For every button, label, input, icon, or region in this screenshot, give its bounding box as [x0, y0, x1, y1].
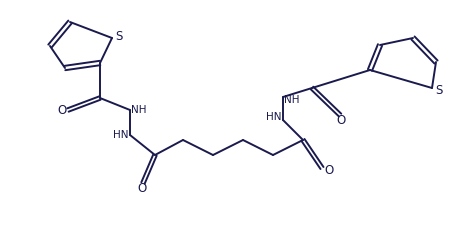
Text: S: S [435, 83, 443, 96]
Text: O: O [336, 114, 346, 127]
Text: HN: HN [266, 112, 282, 122]
Text: S: S [115, 30, 123, 42]
Text: O: O [324, 164, 334, 177]
Text: NH: NH [131, 105, 147, 115]
Text: NH: NH [284, 95, 300, 105]
Text: HN: HN [113, 130, 129, 140]
Text: O: O [57, 103, 66, 116]
Text: O: O [137, 182, 147, 195]
